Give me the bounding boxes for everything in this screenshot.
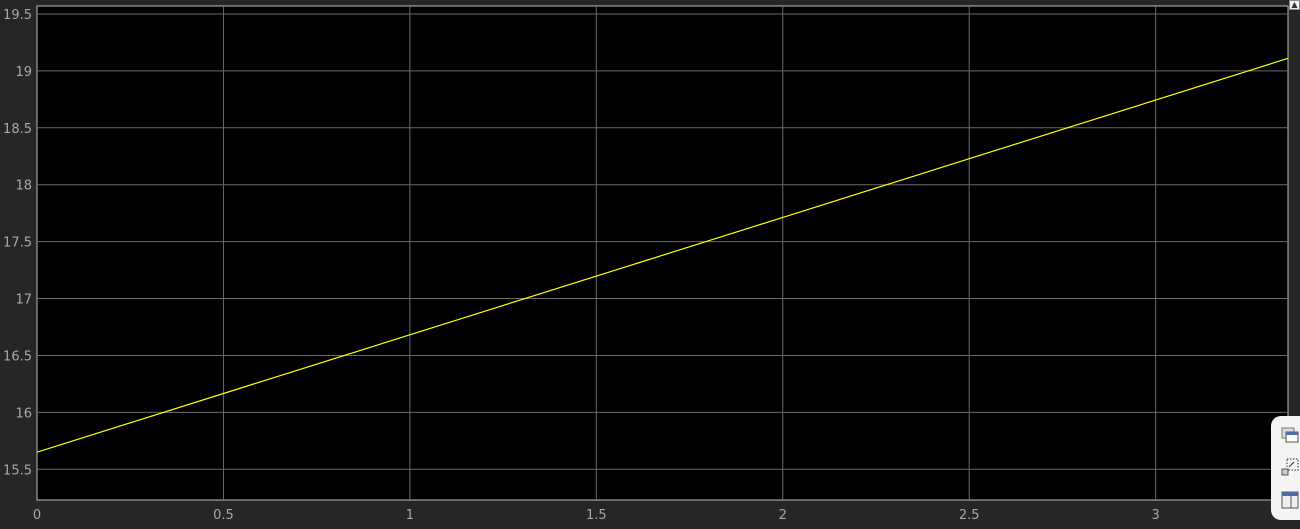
y-tick-label: 17.5 (3, 236, 32, 251)
x-tick-label: 1 (406, 508, 414, 523)
side-toolbar (1271, 416, 1300, 520)
y-tick-label: 16.5 (3, 349, 32, 364)
scroll-up-button[interactable]: ▲ (1289, 0, 1300, 10)
series-line-0 (36, 57, 1289, 453)
y-tick-label: 17 (15, 293, 32, 308)
y-tick-label: 16 (15, 406, 32, 421)
x-tick-label: 0.5 (213, 508, 234, 523)
layout-icon[interactable] (1281, 491, 1299, 509)
x-tick-label: 2 (779, 508, 787, 523)
y-tick-label: 19 (15, 65, 32, 80)
plot-area (36, 5, 1289, 501)
y-tick-label: 18.5 (3, 122, 32, 137)
x-tick-label: 2.5 (959, 508, 980, 523)
undock-icon[interactable] (1281, 426, 1299, 444)
x-tick-label: 1.5 (586, 508, 607, 523)
zoom-restore-icon[interactable] (1281, 458, 1299, 476)
y-tick-label: 19.5 (3, 8, 32, 23)
x-tick-label: 0 (33, 508, 41, 523)
y-tick-label: 15.5 (3, 463, 32, 478)
y-tick-label: 18 (15, 179, 32, 194)
x-tick-label: 3 (1151, 508, 1159, 523)
